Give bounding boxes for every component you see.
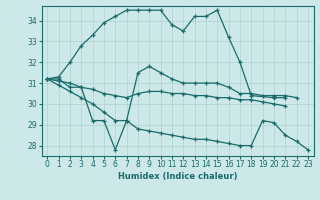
- X-axis label: Humidex (Indice chaleur): Humidex (Indice chaleur): [118, 172, 237, 181]
